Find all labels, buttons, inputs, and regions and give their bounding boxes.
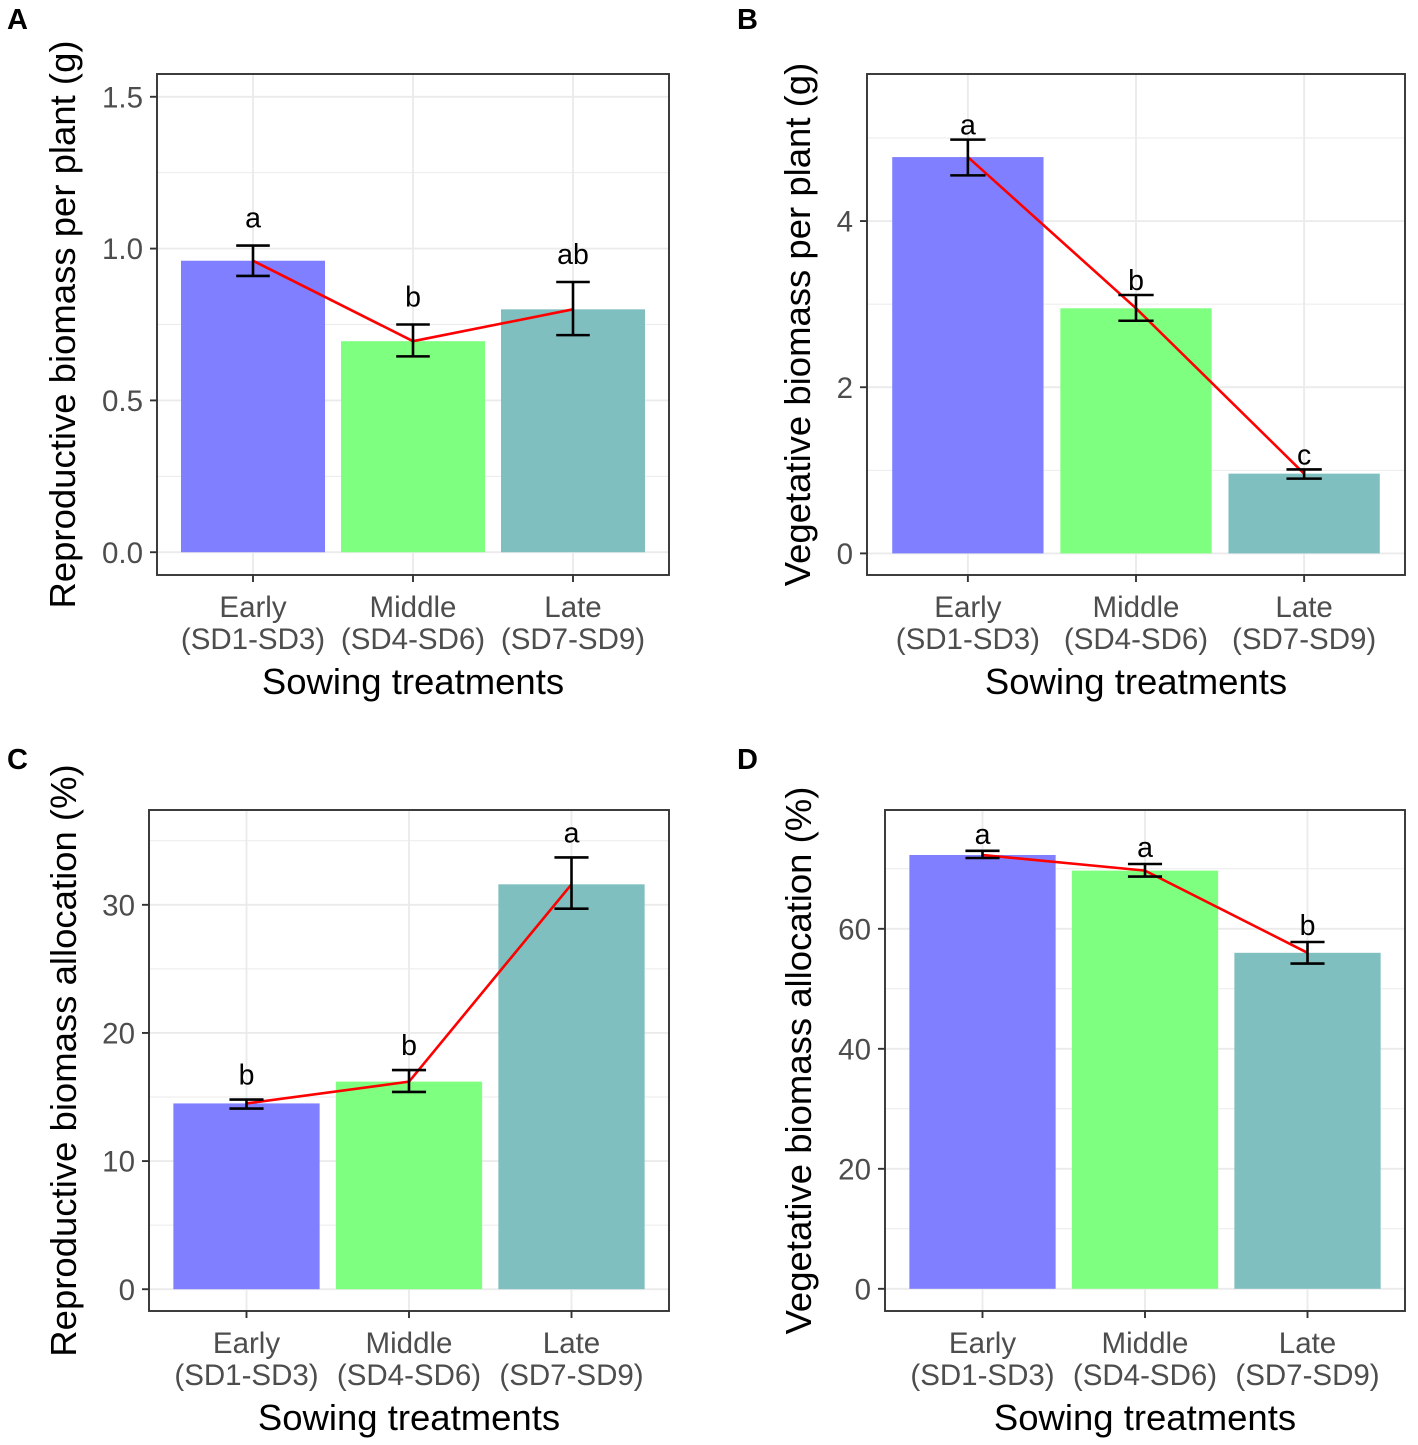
error-bar-middle <box>1118 293 1154 323</box>
error-bar-early <box>236 244 270 278</box>
panel-c: Cb b a 0 10 20 30 Early(SD1-SD3) Middle(SD4-SD6)… <box>7 744 670 1438</box>
y-axis-title: Reproductive biomass allocation (%) <box>43 764 84 1356</box>
significance-letter-late: b <box>1300 910 1316 942</box>
error-bar-late <box>554 856 589 910</box>
bar-middle <box>1060 308 1212 554</box>
significance-letter-middle: b <box>405 282 421 314</box>
y-axis-title: Reproductive biomass per plant (g) <box>42 40 83 608</box>
significance-letter-early: a <box>960 110 976 142</box>
bar-late <box>1228 473 1380 554</box>
x-tick-label-middle: Middle <box>370 591 457 624</box>
y-tick-label: 0 <box>837 538 853 571</box>
x-tick-sublabel-early: (SD1-SD3) <box>181 623 325 656</box>
panel-label: D <box>737 744 758 776</box>
bar-late <box>498 884 645 1290</box>
x-tick-sublabel-early: (SD1-SD3) <box>896 623 1040 656</box>
y-tick-label: 10 <box>102 1146 135 1179</box>
x-tick-label-late: Late <box>544 591 601 624</box>
error-bar-middle <box>396 323 430 358</box>
x-tick-label-late: Late <box>1275 591 1332 624</box>
error-bar-early <box>965 849 1000 860</box>
bar-late <box>1234 952 1381 1289</box>
y-axis-title: Vegetative biomass allocation (%) <box>778 787 819 1335</box>
error-bar-late <box>1286 468 1322 480</box>
y-tick-label: 60 <box>838 913 871 946</box>
error-bar-late <box>556 280 590 337</box>
error-bar-middle <box>1127 862 1163 878</box>
y-tick-label: 40 <box>838 1033 871 1066</box>
significance-letter-early: a <box>245 203 261 235</box>
x-tick-label-early: Early <box>949 1327 1016 1360</box>
bar-early <box>909 855 1056 1289</box>
y-tick-label: 1.5 <box>102 81 143 114</box>
significance-letter-late: ab <box>557 239 589 271</box>
x-tick-sublabel-middle: (SD4-SD6) <box>1064 623 1208 656</box>
x-tick-label-late: Late <box>1279 1327 1336 1360</box>
y-tick-label: 20 <box>102 1018 135 1051</box>
bar-early <box>892 157 1044 554</box>
bar-early <box>181 260 325 553</box>
y-tick-label: 2 <box>837 372 853 405</box>
y-axis-title: Vegetative biomass per plant (g) <box>777 63 818 586</box>
x-tick-label-early: Early <box>213 1327 280 1360</box>
bar-middle <box>1071 870 1219 1289</box>
panel-label: A <box>7 4 28 36</box>
x-tick-label-late: Late <box>543 1327 600 1360</box>
x-tick-sublabel-middle: (SD4-SD6) <box>337 1359 481 1392</box>
panel-label: C <box>7 744 28 776</box>
y-tick-label: 0 <box>855 1273 871 1306</box>
y-tick-label: 0.5 <box>102 385 143 418</box>
significance-letter-late: c <box>1297 439 1311 471</box>
x-tick-label-early: Early <box>934 591 1001 624</box>
x-tick-sublabel-middle: (SD4-SD6) <box>1073 1359 1217 1392</box>
error-bar-early <box>229 1098 264 1110</box>
error-bar-late <box>1290 940 1325 965</box>
y-tick-label: 4 <box>837 206 853 239</box>
x-axis-title: Sowing treatments <box>262 661 564 702</box>
significance-letter-middle: a <box>1137 832 1153 864</box>
bar-late <box>501 309 645 553</box>
panel-b: Ba b c 0 2 4 Early(SD1-SD3) Middle(SD4-SD6) Late… <box>737 4 1406 702</box>
significance-letter-middle: b <box>1128 265 1144 297</box>
significance-letter-middle: b <box>401 1030 417 1062</box>
x-tick-sublabel-early: (SD1-SD3) <box>910 1359 1054 1392</box>
bar-early <box>173 1103 320 1290</box>
bar-middle <box>341 341 485 553</box>
error-bar-early <box>950 138 986 177</box>
x-axis-title: Sowing treatments <box>985 661 1287 702</box>
x-tick-label-early: Early <box>219 591 286 624</box>
x-tick-sublabel-late: (SD7-SD9) <box>1235 1359 1379 1392</box>
x-tick-sublabel-late: (SD7-SD9) <box>1232 623 1376 656</box>
x-tick-sublabel-late: (SD7-SD9) <box>499 1359 643 1392</box>
y-tick-label: 1.0 <box>102 233 143 266</box>
x-axis-title: Sowing treatments <box>258 1397 560 1438</box>
panel-a: Aabab0.00.51.01.5Early(SD1-SD3)Middle(SD… <box>7 4 670 702</box>
x-tick-label-middle: Middle <box>1093 591 1180 624</box>
y-tick-label: 20 <box>838 1153 871 1186</box>
significance-letter-early: a <box>975 819 991 851</box>
significance-letter-late: a <box>564 817 580 849</box>
bar-middle <box>335 1081 483 1290</box>
x-tick-label-middle: Middle <box>366 1327 453 1360</box>
x-tick-sublabel-early: (SD1-SD3) <box>174 1359 318 1392</box>
panel-d: Da a b 0 20 40 60 Early(SD1-SD3) Middle(SD4-SD6)… <box>737 744 1406 1438</box>
y-tick-label: 30 <box>102 889 135 922</box>
significance-letter-early: b <box>239 1060 255 1092</box>
y-tick-label: 0 <box>119 1274 135 1307</box>
x-tick-label-middle: Middle <box>1102 1327 1189 1360</box>
y-tick-label: 0.0 <box>102 537 143 570</box>
x-axis-title: Sowing treatments <box>994 1397 1296 1438</box>
panel-label: B <box>737 4 758 36</box>
x-tick-sublabel-middle: (SD4-SD6) <box>341 623 485 656</box>
error-bar-middle <box>391 1068 427 1094</box>
x-tick-sublabel-late: (SD7-SD9) <box>501 623 645 656</box>
